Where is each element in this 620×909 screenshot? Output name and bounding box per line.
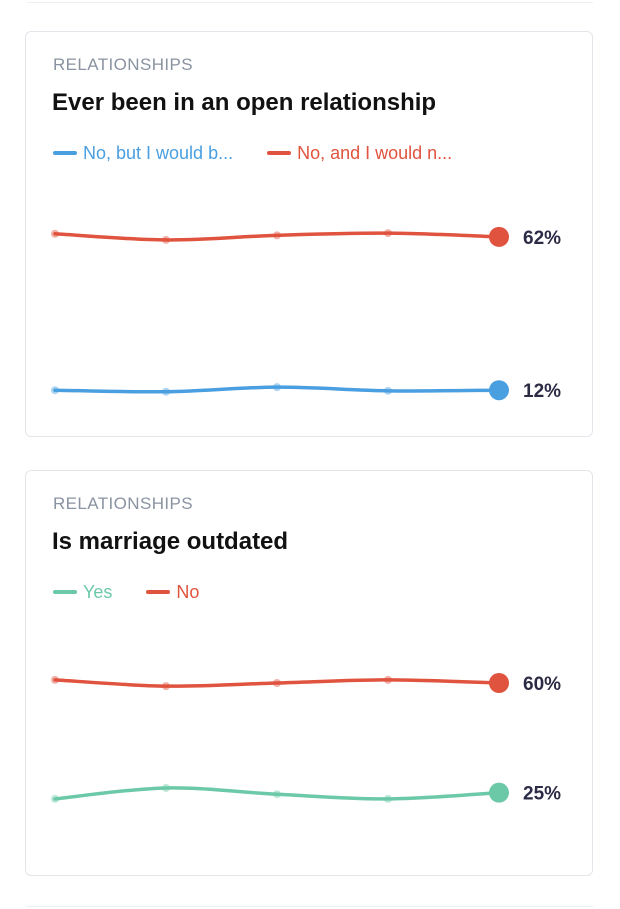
legend-label: No, and I would n... xyxy=(297,142,453,163)
data-point[interactable] xyxy=(51,675,59,684)
series-end-marker[interactable] xyxy=(489,380,509,401)
line-chart-marriage-outdated: 25% 60% xyxy=(51,673,561,805)
legend-label: Yes xyxy=(83,581,113,602)
series-end-marker[interactable] xyxy=(489,673,509,693)
data-point[interactable] xyxy=(162,387,170,396)
data-point[interactable] xyxy=(384,229,392,238)
series-end-marker[interactable] xyxy=(489,782,509,803)
legend-swatch xyxy=(146,590,171,594)
legend-item-no[interactable]: No xyxy=(146,582,199,603)
data-point[interactable] xyxy=(273,679,281,687)
data-point[interactable] xyxy=(162,682,170,691)
card-title: Ever been in an open relationship xyxy=(52,89,437,116)
value-label: 12% xyxy=(523,381,561,402)
data-point[interactable] xyxy=(273,383,281,392)
series-line-no-but-i-would-b xyxy=(53,385,501,394)
data-point[interactable] xyxy=(384,794,392,803)
data-point[interactable] xyxy=(51,229,59,238)
value-label: 60% xyxy=(523,674,561,695)
value-label: 62% xyxy=(523,228,561,249)
data-point[interactable] xyxy=(273,790,281,799)
legend-item-yes[interactable]: Yes xyxy=(53,582,112,603)
series-end-marker[interactable] xyxy=(489,226,509,247)
data-point[interactable] xyxy=(162,235,170,244)
data-point[interactable] xyxy=(384,386,392,395)
legend-swatch xyxy=(267,151,292,155)
data-point[interactable] xyxy=(384,675,392,684)
data-point[interactable] xyxy=(51,794,59,803)
card-category: RELATIONSHIPS xyxy=(53,494,193,513)
legend-item-no-but-would[interactable]: No, but I would b... xyxy=(53,143,233,164)
legend-item-no-and-would-not[interactable]: No, and I would n... xyxy=(267,143,452,164)
data-point[interactable] xyxy=(162,783,170,792)
value-label: 25% xyxy=(523,784,561,805)
line-chart-open-relationship: 12% 62% xyxy=(51,226,561,402)
chart-legend: Yes No xyxy=(53,581,199,603)
legend-swatch xyxy=(53,151,77,155)
series-line-no xyxy=(53,678,501,688)
marriage-outdated-card[interactable]: RELATIONSHIPS Is marriage outdated Yes N… xyxy=(25,470,593,876)
open-relationship-card[interactable]: RELATIONSHIPS Ever been in an open relat… xyxy=(25,31,593,437)
data-point[interactable] xyxy=(273,231,281,240)
card-title: Is marriage outdated xyxy=(52,528,289,555)
previous-card-edge xyxy=(27,2,593,3)
series-line-yes xyxy=(53,786,501,801)
next-card-edge xyxy=(27,906,593,907)
legend-label: No xyxy=(176,581,200,602)
series-line-no-and-i-would-n xyxy=(53,231,501,242)
data-point[interactable] xyxy=(51,386,59,395)
legend-swatch xyxy=(53,590,77,594)
card-category: RELATIONSHIPS xyxy=(53,55,193,74)
legend-label: No, but I would b... xyxy=(83,142,234,163)
chart-legend: No, but I would b... No, and I would n..… xyxy=(53,142,452,164)
